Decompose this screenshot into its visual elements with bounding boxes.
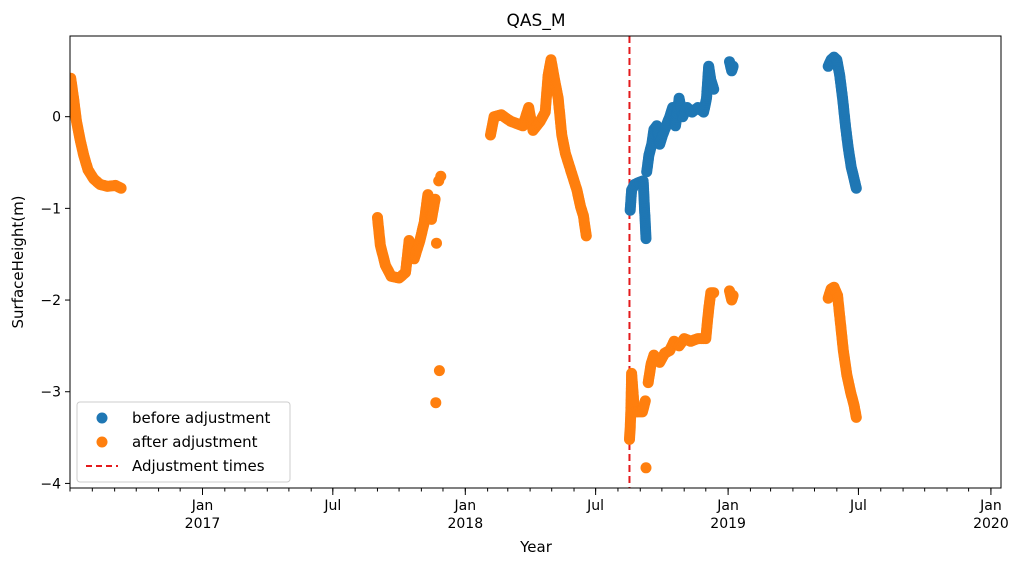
- chart-title: QAS_M: [507, 11, 566, 31]
- point-after-adjustment: [640, 462, 652, 474]
- point-after-adjustment: [850, 411, 862, 423]
- y-tick-label: −3: [40, 385, 61, 401]
- x-tick-label: Jan: [191, 498, 214, 514]
- x-tick-label: Jul: [849, 498, 867, 514]
- x-tick-label: Jan: [454, 498, 477, 514]
- legend-label-before: before adjustment: [132, 409, 270, 427]
- point-after-adjustment: [115, 182, 127, 194]
- x-tick-label: Jan: [979, 498, 1002, 514]
- point-after-adjustment: [708, 287, 720, 299]
- y-axis-label: SurfaceHeight(m): [9, 195, 27, 328]
- point-after-adjustment: [435, 170, 447, 182]
- point-after-adjustment: [429, 193, 441, 205]
- point-after-adjustment: [433, 365, 445, 377]
- x-tick-label: Jul: [586, 498, 604, 514]
- point-after-adjustment: [430, 397, 442, 409]
- x-tick-year: 2018: [447, 516, 483, 532]
- point-after-adjustment: [639, 395, 651, 407]
- legend-marker-before: [96, 412, 108, 424]
- legend-label-after: after adjustment: [132, 433, 258, 451]
- point-before-adjustment: [727, 60, 739, 72]
- x-tick-year: 2017: [185, 516, 221, 532]
- point-after-adjustment: [431, 237, 442, 249]
- y-tick-label: −2: [40, 293, 61, 309]
- legend: before adjustment after adjustment Adjus…: [76, 401, 291, 483]
- y-tick-label: −1: [40, 201, 61, 217]
- point-after-adjustment: [727, 290, 739, 301]
- y-tick-label: 0: [52, 110, 61, 126]
- x-tick-year: 2020: [973, 516, 1009, 532]
- legend-marker-after: [96, 436, 108, 448]
- x-axis-label: Year: [519, 538, 553, 556]
- point-before-adjustment: [708, 83, 720, 95]
- plot-frame: [69, 35, 1002, 489]
- x-tick-label: Jul: [323, 498, 341, 514]
- point-before-adjustment: [640, 233, 652, 245]
- x-tick-year: 2019: [710, 516, 746, 532]
- point-after-adjustment: [580, 230, 592, 242]
- legend-label-adjustment: Adjustment times: [132, 457, 265, 475]
- legend-box: [76, 401, 291, 483]
- y-tick-label: −4: [40, 476, 61, 492]
- x-tick-label: Jan: [716, 498, 739, 514]
- point-before-adjustment: [850, 182, 862, 194]
